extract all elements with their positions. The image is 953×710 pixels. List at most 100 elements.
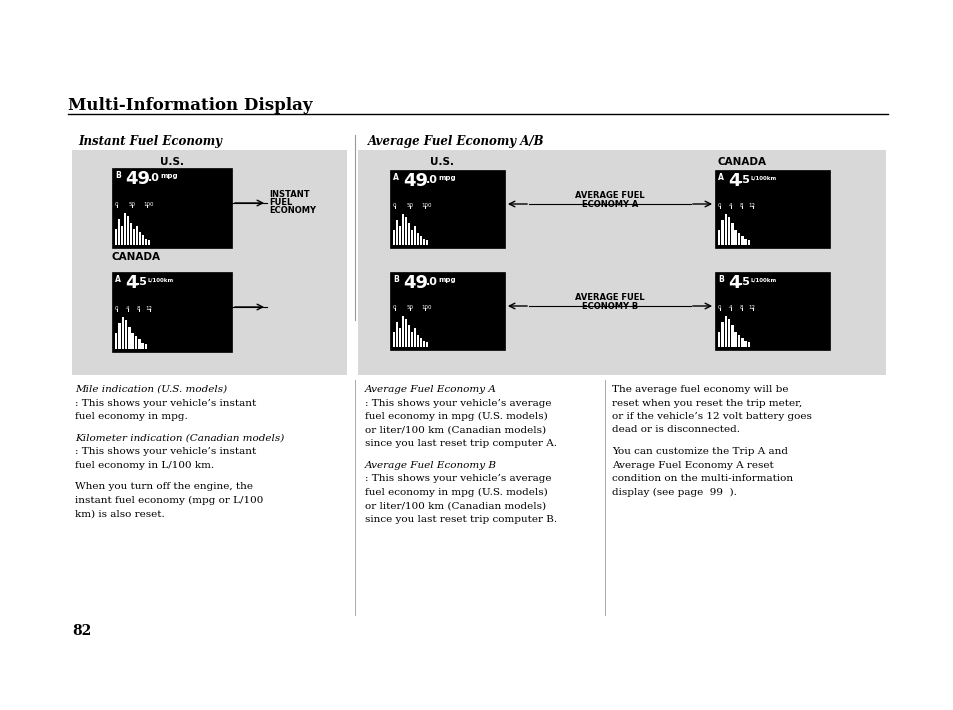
Bar: [145, 344, 147, 349]
Bar: [718, 332, 720, 347]
Bar: [125, 320, 128, 349]
Bar: [390, 170, 504, 248]
Text: or if the vehicle’s 12 volt battery goes: or if the vehicle’s 12 volt battery goes: [612, 412, 811, 421]
Text: U.S.: U.S.: [160, 157, 184, 167]
Bar: [747, 241, 749, 245]
Text: CANADA: CANADA: [718, 157, 766, 167]
Text: AVERAGE FUEL: AVERAGE FUEL: [575, 191, 644, 200]
Bar: [395, 220, 397, 245]
Bar: [128, 327, 131, 349]
Bar: [724, 316, 726, 347]
Text: .5: .5: [739, 175, 750, 185]
Text: 50: 50: [129, 202, 136, 207]
Text: since you last reset trip computer A.: since you last reset trip computer A.: [365, 439, 557, 448]
Text: instant fuel economy (mpg or L/100: instant fuel economy (mpg or L/100: [75, 496, 263, 505]
Bar: [115, 333, 117, 349]
Bar: [720, 220, 723, 245]
Text: 12: 12: [747, 305, 754, 310]
Text: L/100km: L/100km: [148, 277, 174, 282]
Bar: [121, 317, 124, 349]
Bar: [398, 329, 401, 347]
Text: 8: 8: [137, 306, 140, 311]
Text: .0: .0: [426, 277, 437, 287]
Text: FUEL: FUEL: [269, 198, 292, 207]
Bar: [734, 332, 737, 347]
Text: Average Fuel Economy B: Average Fuel Economy B: [365, 461, 497, 469]
Bar: [747, 342, 749, 347]
Text: 0: 0: [115, 202, 118, 207]
Bar: [138, 339, 140, 349]
Bar: [419, 338, 422, 347]
Text: condition on the multi-information: condition on the multi-information: [612, 474, 792, 483]
Bar: [115, 229, 117, 245]
Bar: [405, 319, 407, 347]
Bar: [148, 240, 150, 245]
Text: 50: 50: [407, 305, 414, 310]
Bar: [405, 217, 407, 245]
Text: ECONOMY: ECONOMY: [269, 206, 315, 215]
Bar: [118, 323, 121, 349]
Text: display (see page  99  ).: display (see page 99 ).: [612, 488, 736, 497]
Text: Kilometer indication (Canadian models): Kilometer indication (Canadian models): [75, 434, 284, 442]
Bar: [416, 334, 418, 347]
Bar: [419, 236, 422, 245]
Bar: [71, 150, 347, 375]
Bar: [737, 233, 740, 245]
Text: : This shows your vehicle’s instant: : This shows your vehicle’s instant: [75, 398, 256, 408]
Text: U.S.: U.S.: [430, 157, 454, 167]
Text: .5: .5: [136, 277, 148, 287]
Text: A: A: [718, 173, 723, 182]
Text: fuel economy in mpg (U.S. models): fuel economy in mpg (U.S. models): [365, 488, 547, 497]
Bar: [132, 229, 135, 245]
Bar: [139, 232, 141, 245]
Text: 4: 4: [728, 203, 732, 208]
Bar: [411, 332, 413, 347]
Bar: [357, 150, 885, 375]
Bar: [118, 219, 120, 245]
Bar: [426, 241, 428, 245]
Text: A: A: [393, 173, 398, 182]
Text: 12: 12: [145, 306, 152, 311]
Text: mpg: mpg: [437, 277, 456, 283]
Bar: [393, 332, 395, 347]
Text: 49: 49: [402, 172, 428, 190]
Text: 100: 100: [420, 203, 431, 208]
Bar: [134, 337, 137, 349]
Bar: [398, 226, 401, 245]
Text: 49: 49: [125, 170, 150, 188]
Bar: [720, 322, 723, 347]
Text: mpg: mpg: [160, 173, 177, 179]
Bar: [426, 342, 428, 347]
Bar: [737, 334, 740, 347]
Bar: [414, 226, 416, 245]
Text: B: B: [718, 275, 723, 284]
Bar: [718, 229, 720, 245]
Text: fuel economy in mpg (U.S. models): fuel economy in mpg (U.S. models): [365, 412, 547, 421]
Bar: [727, 217, 730, 245]
Text: 50: 50: [407, 203, 414, 208]
Text: 0: 0: [115, 306, 118, 311]
Bar: [422, 341, 425, 347]
Bar: [724, 214, 726, 245]
Bar: [142, 236, 144, 245]
Bar: [130, 223, 132, 245]
Bar: [408, 224, 410, 245]
Text: : This shows your vehicle’s average: : This shows your vehicle’s average: [365, 398, 551, 408]
Text: : This shows your vehicle’s average: : This shows your vehicle’s average: [365, 474, 551, 483]
Text: 82: 82: [71, 624, 91, 638]
Text: 0: 0: [718, 203, 720, 208]
Bar: [145, 239, 147, 245]
Bar: [112, 168, 232, 248]
Bar: [740, 338, 742, 347]
Bar: [714, 170, 829, 248]
Text: You can customize the Trip A and: You can customize the Trip A and: [612, 447, 787, 456]
Bar: [124, 213, 126, 245]
Bar: [714, 272, 829, 350]
Bar: [408, 325, 410, 347]
Text: fuel economy in mpg.: fuel economy in mpg.: [75, 412, 188, 421]
Bar: [422, 239, 425, 245]
Bar: [743, 341, 746, 347]
Bar: [132, 333, 133, 349]
Bar: [416, 233, 418, 245]
Text: ECONOMY A: ECONOMY A: [581, 200, 638, 209]
